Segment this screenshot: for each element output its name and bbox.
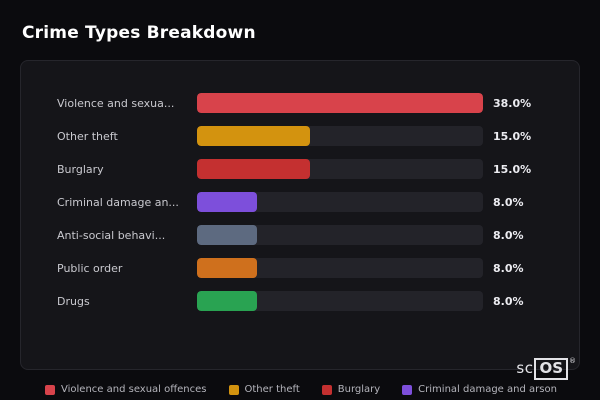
bar-track	[197, 225, 483, 245]
value-label: 8.0%	[493, 228, 524, 242]
legend-label: Violence and sexual offences	[61, 384, 207, 395]
bar-row: Burglary 15.0%	[57, 159, 543, 179]
bar-row: Anti-social behavi... 8.0%	[57, 225, 543, 245]
value-label: 8.0%	[493, 294, 524, 308]
legend-swatch-icon	[45, 384, 55, 395]
category-label: Other theft	[57, 129, 118, 143]
bar-chart: Violence and sexua... 38.0% Other theft 15.…	[57, 93, 543, 311]
bar-track	[197, 291, 483, 311]
legend-swatch-icon	[402, 384, 413, 395]
value-label: 8.0%	[493, 195, 524, 209]
bar-track	[197, 258, 483, 278]
category-label: Anti-social behavi...	[57, 228, 166, 242]
legend-swatch-icon	[228, 384, 239, 395]
category-label: Burglary	[57, 162, 104, 176]
bar-row: Violence and sexua... 38.0%	[57, 93, 543, 113]
bar	[197, 159, 310, 179]
bar-row: Criminal damage an... 8.0%	[57, 192, 543, 212]
scos-logo: sc OS ®	[516, 358, 576, 380]
category-label: Drugs	[57, 294, 90, 308]
legend-item: Burglary	[321, 384, 381, 395]
bar-track	[197, 192, 483, 212]
bar	[197, 126, 310, 146]
value-label: 38.0%	[493, 96, 532, 110]
bar-track	[197, 93, 483, 113]
bar	[197, 93, 483, 113]
category-label: Public order	[57, 261, 123, 275]
chart-legend: Violence and sexual offences Other theft B…	[45, 384, 557, 395]
legend-item: Criminal damage and arson	[402, 384, 557, 395]
legend-label: Criminal damage and arson	[418, 384, 557, 395]
legend-label: Other theft	[244, 384, 300, 395]
bar	[197, 192, 258, 212]
bar	[197, 225, 258, 245]
value-label: 15.0%	[493, 129, 532, 143]
page-title: Crime Types Breakdown	[22, 23, 256, 43]
legend-label: Burglary	[337, 384, 381, 395]
bar-row: Drugs 8.0%	[57, 291, 543, 311]
bar-row: Public order 8.0%	[57, 258, 543, 278]
scos-logo-prefix: sc	[516, 359, 534, 377]
bar	[197, 258, 258, 278]
bar-track	[197, 126, 483, 146]
legend-swatch-icon	[321, 384, 332, 395]
value-label: 8.0%	[493, 261, 524, 275]
value-label: 15.0%	[493, 162, 532, 176]
registered-mark-icon: ®	[569, 357, 576, 365]
bar-track	[197, 159, 483, 179]
bar	[197, 291, 258, 311]
legend-item: Other theft	[228, 384, 300, 395]
bar-row: Other theft 15.0%	[57, 126, 543, 146]
scos-logo-box: OS	[534, 358, 568, 380]
chart-panel: Violence and sexua... 38.0% Other theft 15.…	[20, 60, 580, 370]
category-label: Violence and sexua...	[57, 96, 175, 110]
legend-item: Violence and sexual offences	[45, 384, 207, 395]
category-label: Criminal damage an...	[57, 195, 179, 209]
